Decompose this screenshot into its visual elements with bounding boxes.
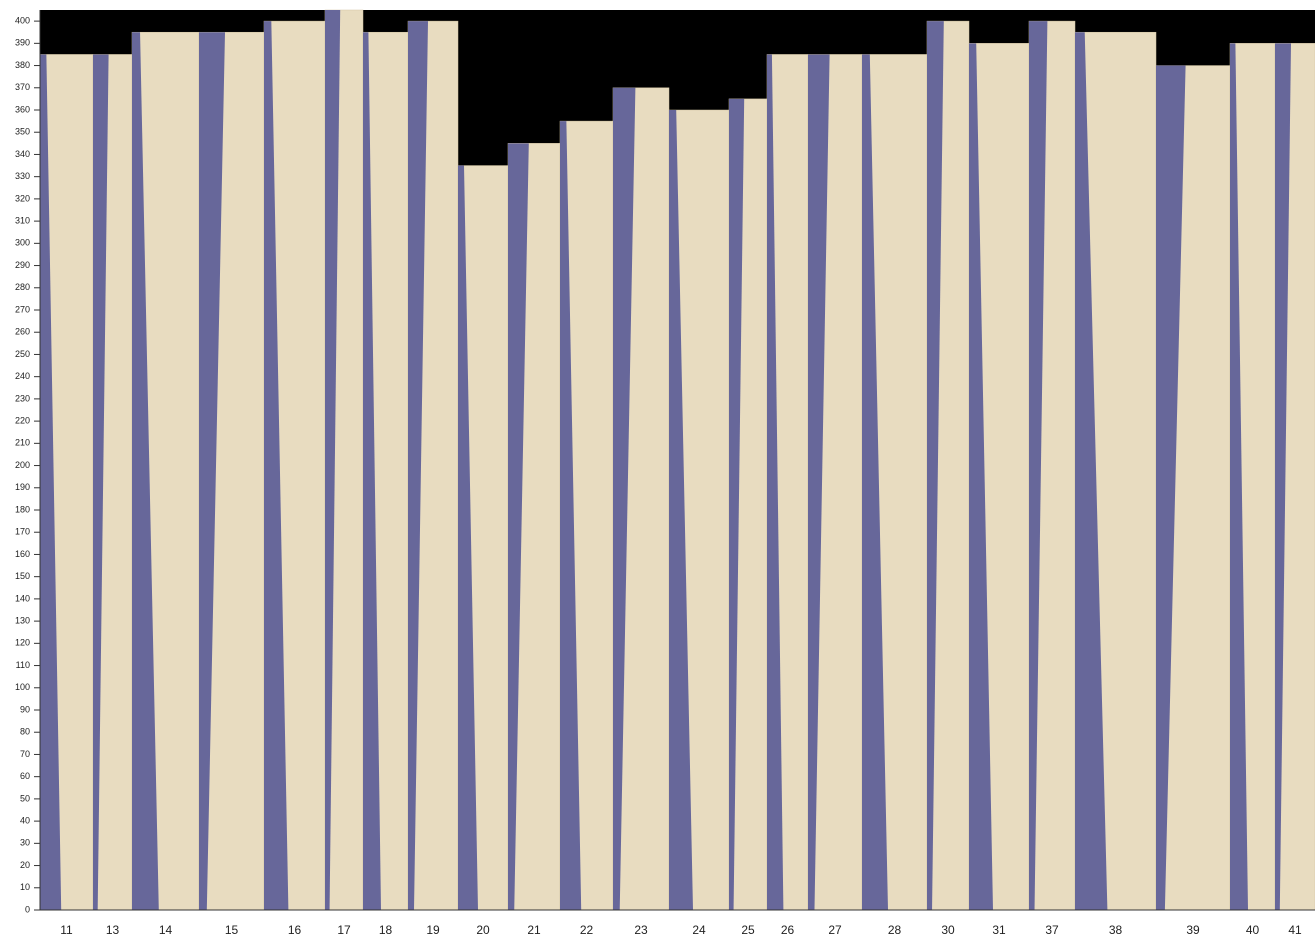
y-tick-label: 0 (25, 904, 30, 914)
y-tick-label: 230 (15, 393, 30, 403)
board-label: 31 (992, 923, 1006, 937)
board-label: 13 (106, 923, 120, 937)
board-label: 27 (828, 923, 842, 937)
y-tick-label: 60 (20, 771, 30, 781)
board-gap-wedge (132, 32, 159, 910)
y-tick-label: 380 (15, 60, 30, 70)
board-label: 40 (1246, 923, 1260, 937)
y-tick-label: 250 (15, 349, 30, 359)
board-gap-wedge (927, 21, 944, 911)
y-tick-label: 90 (20, 704, 30, 714)
y-tick-label: 80 (20, 727, 30, 737)
y-tick-label: 120 (15, 638, 30, 648)
board-gap-wedge (93, 54, 109, 910)
y-tick-label: 20 (20, 860, 30, 870)
y-tick-label: 300 (15, 238, 30, 248)
board-gap-wedge (560, 121, 582, 911)
y-tick-label: 70 (20, 749, 30, 759)
y-tick-label: 260 (15, 327, 30, 337)
board-gap-wedge (199, 32, 225, 910)
board-gap-wedge (1156, 65, 1186, 911)
y-tick-label: 320 (15, 193, 30, 203)
board-label: 30 (941, 923, 955, 937)
y-tick-label: 170 (15, 527, 30, 537)
y-tick-label: 100 (15, 682, 30, 692)
y-tick-label: 360 (15, 104, 30, 114)
y-tick-label: 190 (15, 482, 30, 492)
y-tick-label: 180 (15, 504, 30, 514)
y-tick-label: 220 (15, 415, 30, 425)
board-gap-wedge (508, 143, 529, 911)
board-label: 39 (1186, 923, 1200, 937)
board-label: 20 (476, 923, 490, 937)
y-tick-label: 150 (15, 571, 30, 581)
board-gap-wedge (363, 32, 381, 910)
board-label: 22 (580, 923, 594, 937)
y-tick-label: 330 (15, 171, 30, 181)
y-tick-label: 50 (20, 793, 30, 803)
board-label: 23 (634, 923, 648, 937)
y-tick-label: 350 (15, 127, 30, 137)
board-gap-wedge (408, 21, 428, 911)
board-label: 38 (1109, 923, 1123, 937)
board-label: 19 (426, 923, 440, 937)
board-gap-wedge (729, 98, 745, 910)
board-label: 16 (288, 923, 302, 937)
y-tick-label: 240 (15, 371, 30, 381)
y-tick-label: 340 (15, 149, 30, 159)
board-label: 24 (692, 923, 706, 937)
y-tick-label: 30 (20, 838, 30, 848)
board-label: 11 (60, 923, 73, 937)
board-label: 41 (1288, 923, 1302, 937)
board-gap-wedge (458, 165, 478, 911)
y-tick-label: 390 (15, 38, 30, 48)
board-label: 15 (225, 923, 239, 937)
y-tick-label: 280 (15, 282, 30, 292)
y-tick-label: 130 (15, 615, 30, 625)
y-tick-label: 370 (15, 82, 30, 92)
board-gap-wedge (1275, 43, 1291, 911)
board-label: 14 (159, 923, 173, 937)
board-label: 26 (781, 923, 795, 937)
board-label: 21 (527, 923, 541, 937)
board-gap-wedge (1075, 32, 1108, 910)
y-tick-label: 160 (15, 549, 30, 559)
board-gap-wedge (669, 110, 693, 910)
board-gap-wedge (767, 54, 784, 910)
board-label: 18 (379, 923, 393, 937)
y-tick-label: 210 (15, 438, 30, 448)
board-gap-wedge (264, 21, 289, 911)
board-gap-wedge (40, 54, 62, 910)
board-gap-wedge (613, 87, 636, 911)
board-gap-wedge (1230, 43, 1248, 911)
y-tick-label: 10 (20, 882, 30, 892)
board-gap-wedge (969, 43, 993, 911)
y-tick-label: 40 (20, 815, 30, 825)
y-tick-label: 270 (15, 304, 30, 314)
board-gap-wedge (862, 54, 888, 910)
y-tick-label: 400 (15, 15, 30, 25)
board-gap-wedge (808, 54, 830, 910)
board-gap-wedge (325, 10, 341, 910)
y-tick-label: 110 (16, 660, 30, 670)
board-gap-wedge (1029, 21, 1048, 911)
board-label: 37 (1045, 923, 1059, 937)
y-tick-label: 140 (15, 593, 30, 603)
y-tick-label: 310 (15, 215, 30, 225)
board-label: 25 (741, 923, 755, 937)
y-tick-label: 200 (15, 460, 30, 470)
y-tick-label: 290 (15, 260, 30, 270)
board-label: 28 (888, 923, 902, 937)
board-label: 17 (337, 923, 351, 937)
